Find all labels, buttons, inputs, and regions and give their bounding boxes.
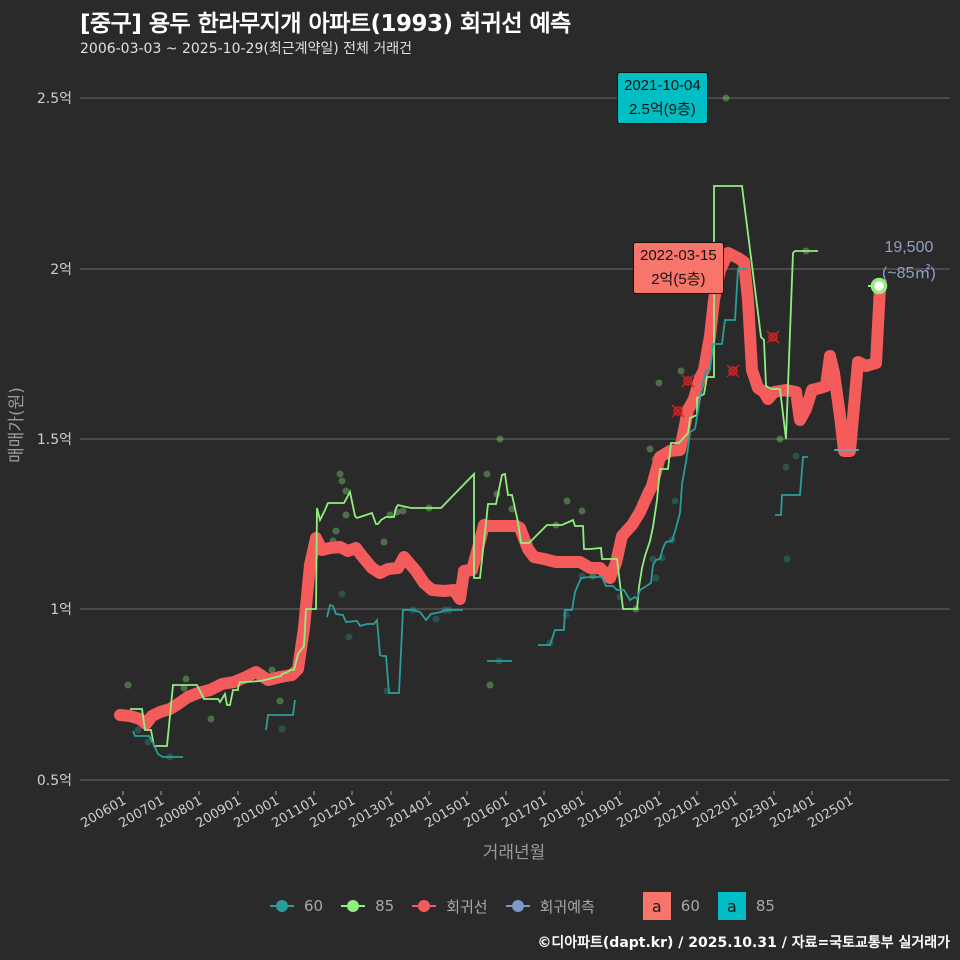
legend-label-85[interactable]: a 85 <box>717 892 775 920</box>
excluded-points <box>671 330 780 418</box>
legend-key-60-icon <box>270 899 294 913</box>
legend-key-regression-icon <box>412 899 437 913</box>
series-60-line <box>326 603 463 694</box>
source-footer: ©디아파트(dapt.kr) / 2025.10.31 / 자료=국토교통부 실… <box>537 935 950 951</box>
regression-line <box>114 247 886 730</box>
forecast-point <box>870 277 888 295</box>
legend-key-forecast-icon <box>505 899 530 913</box>
legend-label-box-60-icon: a <box>642 892 671 920</box>
legend-key-85-icon <box>341 899 366 913</box>
series-60-line <box>132 730 183 758</box>
legend-item-60[interactable]: 60 <box>270 897 323 915</box>
chart-legend: 60 85 회귀선 회귀예측 a 60 a 85 <box>270 892 793 920</box>
y-axis-ticks: 2.5억 2억 1.5억 1억 0.5억 <box>37 91 72 789</box>
x-axis-labels: 200601 200701 200801 200901 201001 20110… <box>79 793 856 831</box>
series-60-line <box>775 456 808 516</box>
scatter-points-85 <box>124 94 810 723</box>
svg-text:0.5억: 0.5억 <box>37 773 72 789</box>
series-60-line <box>538 268 748 646</box>
legend-label-60[interactable]: a 60 <box>642 892 700 920</box>
y-gridlines <box>80 97 950 781</box>
legend-item-85[interactable]: 85 <box>341 897 394 915</box>
svg-text:2.5억: 2.5억 <box>37 91 72 107</box>
annotation-max-60: 2022-03-15 2억(5층) <box>633 242 724 294</box>
annotation-last-price: 19,500 (~85㎡) <box>882 239 936 282</box>
chart-title: [중구] 용두 한라무지개 아파트(1993) 회귀선 예측 <box>80 11 571 37</box>
svg-text:2억: 2억 <box>50 262 72 278</box>
x-axis-ticks <box>122 791 851 795</box>
legend-label-box-85-icon: a <box>717 892 746 920</box>
chart-subtitle: 2006-03-03 ~ 2025-10-29(최근계약일) 전체 거래건 <box>80 41 412 57</box>
x-axis-title: 거래년월 <box>483 843 546 863</box>
y-axis-title: 매매가(원) <box>7 387 27 463</box>
annotation-max-85: 2021-10-04 2.5억(9층) <box>617 72 708 124</box>
legend-item-regression[interactable]: 회귀선 <box>412 896 488 917</box>
svg-text:1억: 1억 <box>50 602 72 618</box>
svg-text:1.5억: 1.5억 <box>37 432 72 448</box>
series-60-line <box>265 699 296 731</box>
legend-item-forecast[interactable]: 회귀예측 <box>505 896 595 917</box>
series-85-line <box>130 185 818 747</box>
